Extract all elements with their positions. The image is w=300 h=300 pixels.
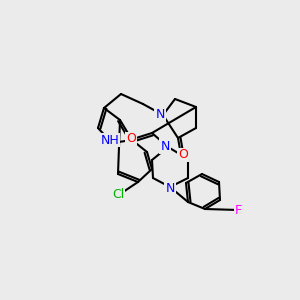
Text: N: N xyxy=(165,182,175,196)
Text: O: O xyxy=(178,148,188,161)
Text: N: N xyxy=(155,107,165,121)
Text: NH: NH xyxy=(100,134,119,146)
Text: Cl: Cl xyxy=(112,188,124,202)
Text: F: F xyxy=(234,203,242,217)
Text: N: N xyxy=(160,140,170,152)
Text: O: O xyxy=(126,133,136,146)
